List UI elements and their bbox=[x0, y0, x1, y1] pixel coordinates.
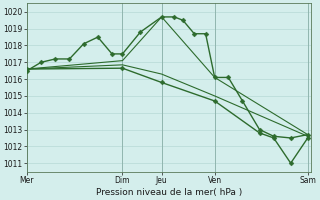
X-axis label: Pression niveau de la mer( hPa ): Pression niveau de la mer( hPa ) bbox=[96, 188, 242, 197]
